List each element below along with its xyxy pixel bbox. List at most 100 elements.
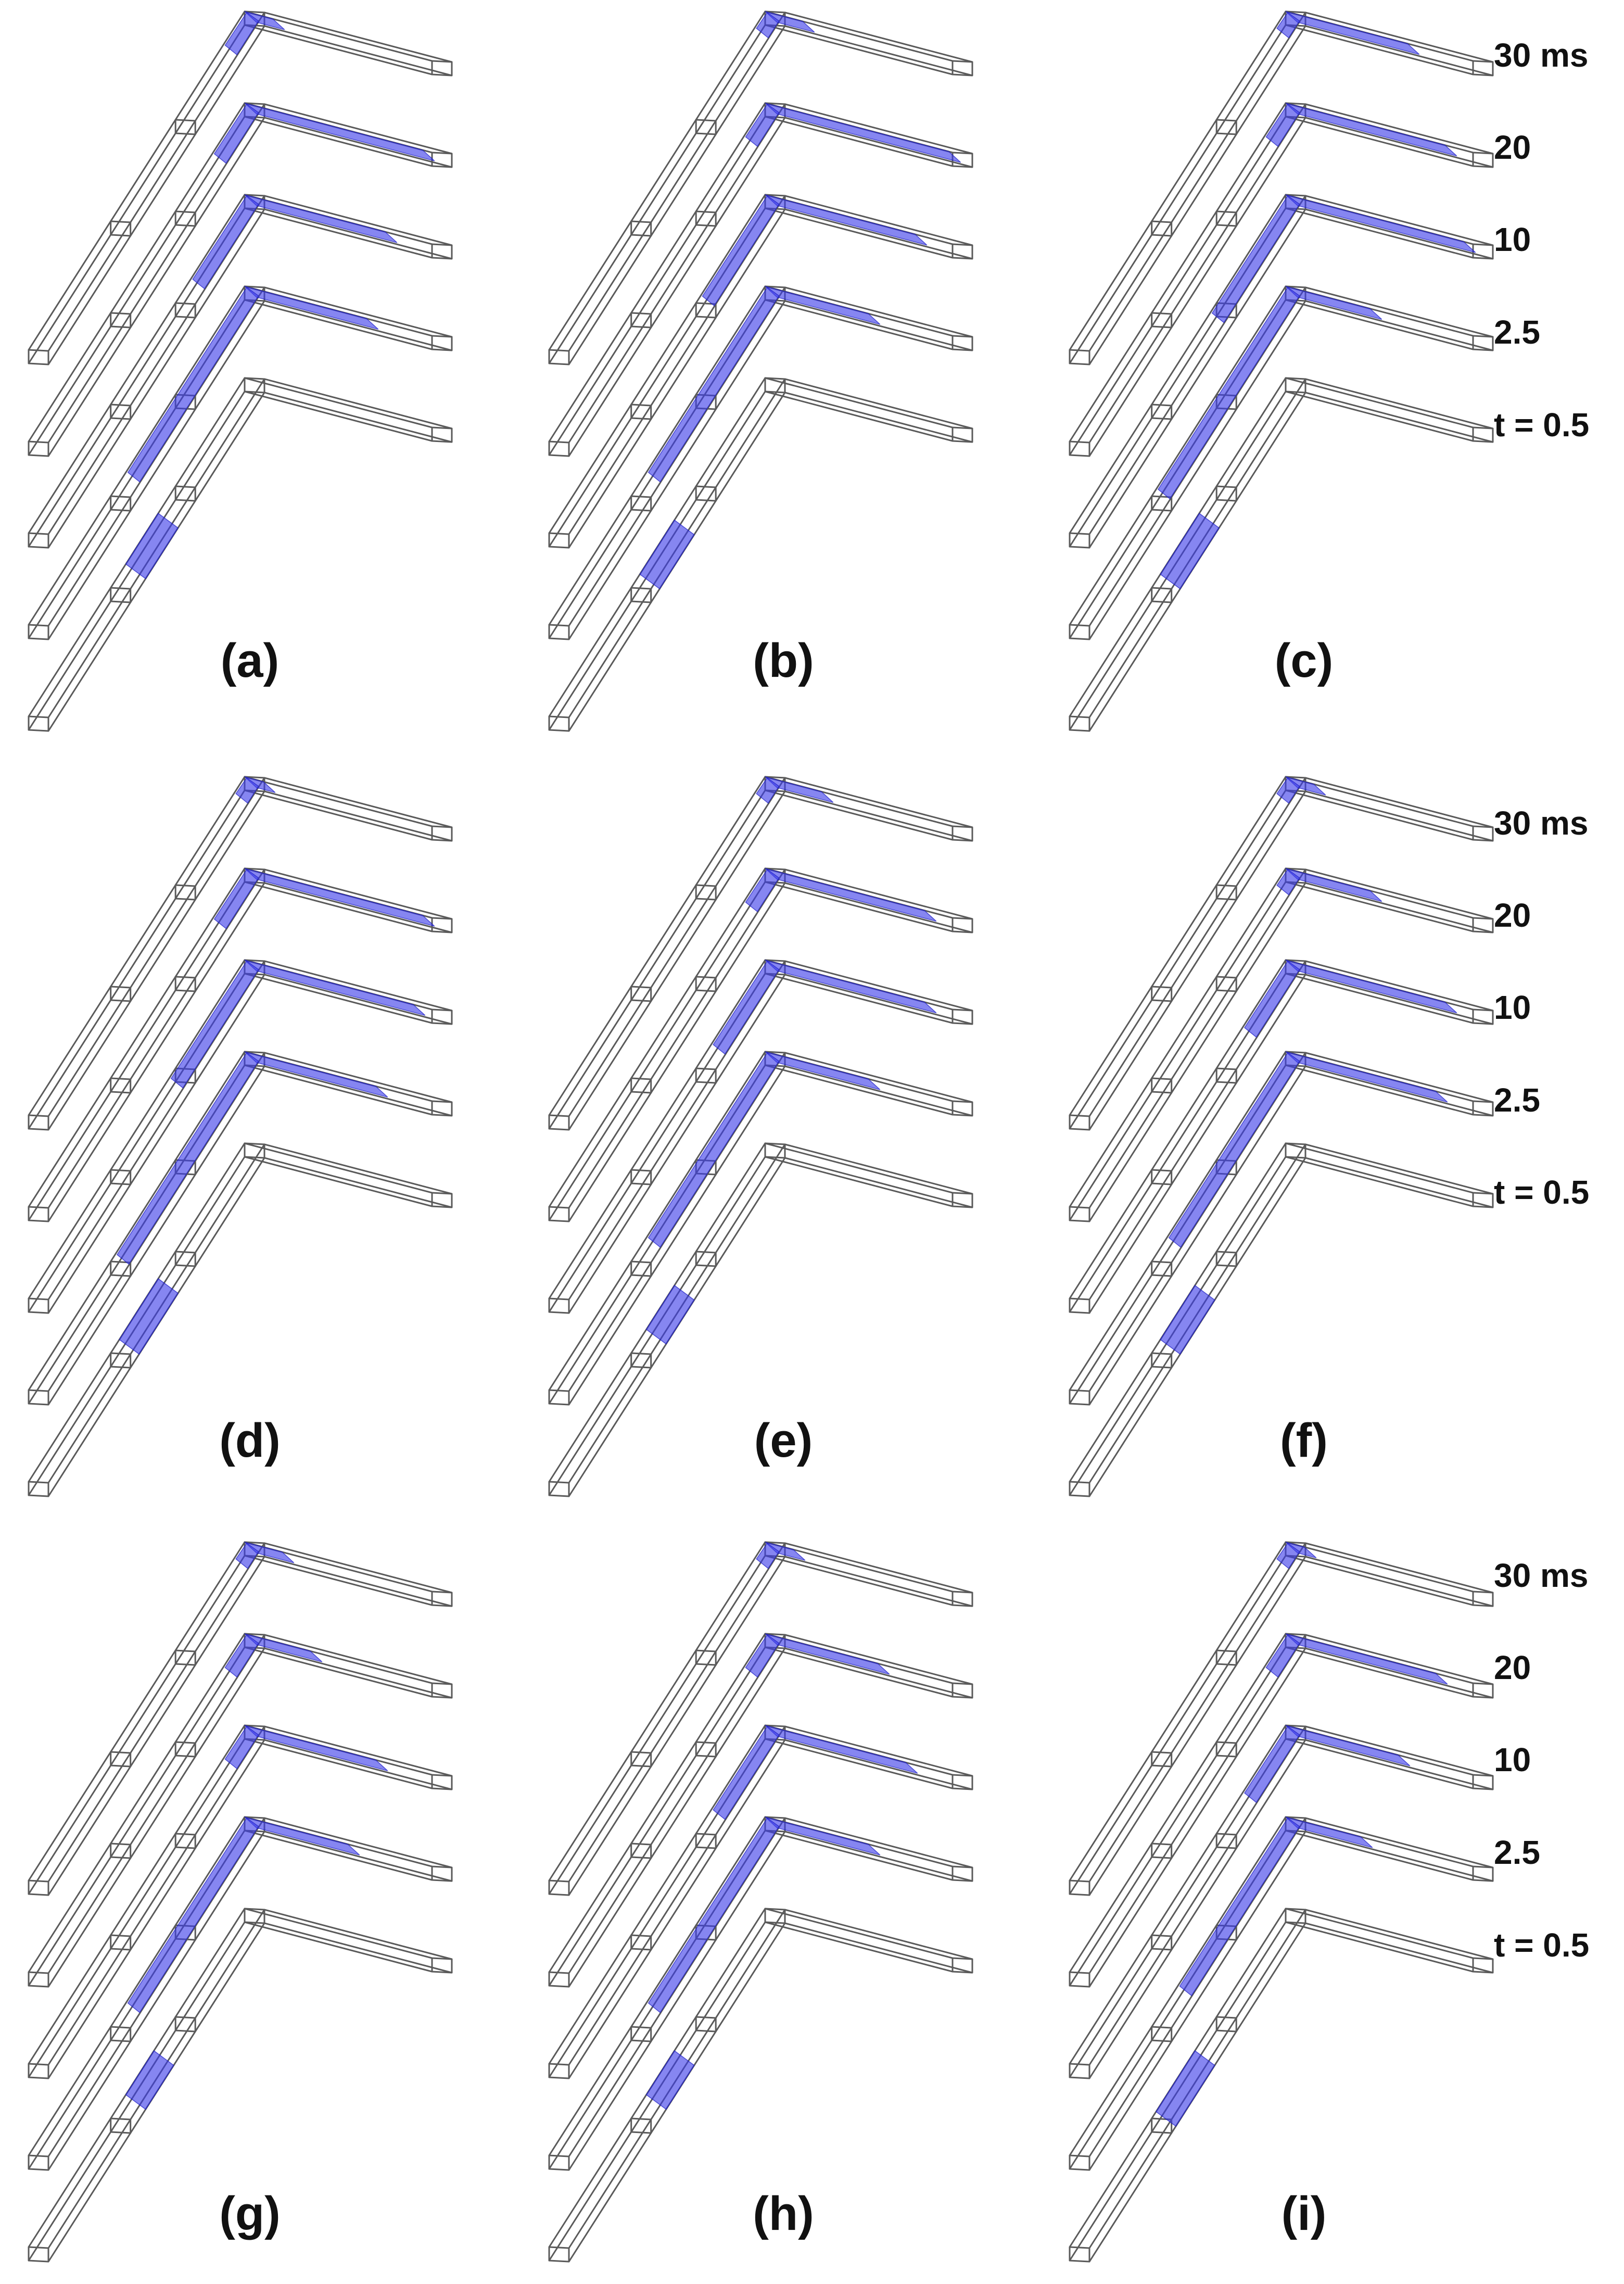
- panel-a-graphic: [28, 10, 453, 732]
- fluid-region: [765, 194, 928, 246]
- fluid-region: [765, 960, 937, 1014]
- duct-4: [548, 1816, 973, 2171]
- duct-5: [548, 1908, 973, 2263]
- panel-label-e: (e): [754, 1414, 813, 1467]
- fluid-region: [1168, 1052, 1300, 1248]
- duct-3: [1069, 959, 1494, 1314]
- duct-4: [1069, 1051, 1494, 1406]
- fluid-region: [244, 286, 379, 330]
- time-label-30ms-row1: 30 ms: [1494, 36, 1588, 74]
- duct-4: [1069, 285, 1494, 640]
- duct-5: [28, 1142, 453, 1497]
- fluid-region: [765, 1633, 890, 1675]
- fluid-region: [1158, 286, 1300, 500]
- panel-d-graphic: [28, 776, 453, 1497]
- time-label-t0.5-row2: t = 0.5: [1494, 1173, 1589, 1211]
- panel-h-graphic: [548, 1541, 973, 2263]
- fluid-region: [702, 195, 780, 307]
- fluid-slug: [645, 1284, 695, 1345]
- duct-3: [548, 959, 973, 1314]
- fluid-region: [1285, 1051, 1448, 1103]
- duct-4: [28, 1051, 453, 1406]
- fluid-slug: [125, 2050, 174, 2110]
- fluid-region: [244, 1051, 388, 1098]
- fluid-region: [1244, 1725, 1300, 1803]
- duct-1: [548, 10, 973, 365]
- fluid-region: [756, 11, 780, 39]
- duct-5: [28, 377, 453, 732]
- panel-label-g: (g): [219, 2187, 280, 2240]
- fluid-region: [745, 868, 780, 913]
- time-label-2.5-row1: 2.5: [1494, 313, 1540, 351]
- panel-label-a: (a): [221, 634, 279, 687]
- fluid-region: [765, 103, 961, 163]
- duct-4: [28, 1816, 453, 2171]
- duct-3: [28, 959, 453, 1314]
- fluid-region: [713, 1725, 780, 1820]
- fluid-region: [1285, 194, 1476, 253]
- fluid-region: [235, 1542, 259, 1569]
- panel-g-graphic: [28, 1541, 453, 2263]
- fluid-region: [756, 777, 780, 804]
- duct-3: [28, 1724, 453, 2079]
- panel-label-h: (h): [753, 2187, 814, 2240]
- fluid-region: [235, 777, 259, 804]
- duct-5: [1069, 1142, 1494, 1497]
- time-label-t0.5-row1: t = 0.5: [1494, 406, 1589, 444]
- fluid-region: [224, 1725, 259, 1770]
- fluid-region: [1276, 1542, 1300, 1569]
- fluid-region: [765, 868, 937, 922]
- duct-4: [548, 285, 973, 640]
- duct-1: [1069, 1541, 1494, 1896]
- time-label-20-row3: 20: [1494, 1649, 1531, 1686]
- duct-3: [548, 194, 973, 549]
- fluid-region: [1265, 103, 1300, 147]
- fluid-region: [1285, 1725, 1411, 1766]
- fluid-slug: [1160, 1284, 1215, 1355]
- time-label-2.5-row3: 2.5: [1494, 1834, 1540, 1871]
- duct-2: [548, 102, 973, 457]
- fluid-region: [127, 1817, 259, 2013]
- duct-2: [1069, 102, 1494, 457]
- fluid-region: [745, 1634, 780, 1678]
- time-label-10-row1: 10: [1494, 221, 1531, 258]
- duct-4: [548, 1051, 973, 1406]
- duct-2: [1069, 1633, 1494, 1988]
- duct-5: [548, 1142, 973, 1497]
- duct-2: [28, 867, 453, 1222]
- time-label-30ms-row3: 30 ms: [1494, 1557, 1588, 1594]
- duct-1: [548, 1541, 973, 1896]
- panel-label-i: (i): [1282, 2187, 1327, 2240]
- panel-i-graphic: [1069, 1541, 1494, 2263]
- fluid-region: [244, 194, 398, 243]
- fluid-region: [213, 868, 259, 929]
- panel-e-graphic: [548, 776, 973, 1497]
- duct-1: [1069, 776, 1494, 1131]
- time-label-t0.5-row3: t = 0.5: [1494, 1926, 1589, 1964]
- fluid-region: [1276, 777, 1300, 804]
- panel-label-b: (b): [753, 634, 814, 687]
- duct-2: [548, 867, 973, 1222]
- fluid-region: [1276, 11, 1300, 39]
- fluid-region: [117, 1052, 259, 1265]
- panel-c-graphic: [1069, 10, 1494, 732]
- duct-5: [1069, 1908, 1494, 2263]
- fluid-region: [648, 286, 780, 483]
- fluid-slug: [1160, 512, 1220, 590]
- duct-3: [1069, 1724, 1494, 2079]
- duct-4: [1069, 1816, 1494, 2171]
- fluid-slug: [645, 2050, 695, 2110]
- fluid-region: [244, 960, 426, 1016]
- fluid-region: [192, 195, 259, 289]
- fluid-region: [1211, 195, 1300, 323]
- fluid-slug: [639, 519, 695, 590]
- duct-2: [548, 1633, 973, 1988]
- duct-1: [28, 10, 453, 365]
- fluid-region: [244, 103, 435, 161]
- fluid-region: [1244, 960, 1300, 1038]
- panel-b-graphic: [548, 10, 973, 732]
- time-label-20-row2: 20: [1494, 897, 1531, 934]
- duct-1: [1069, 10, 1494, 365]
- duct-2: [28, 102, 453, 457]
- panel-label-f: (f): [1280, 1414, 1328, 1467]
